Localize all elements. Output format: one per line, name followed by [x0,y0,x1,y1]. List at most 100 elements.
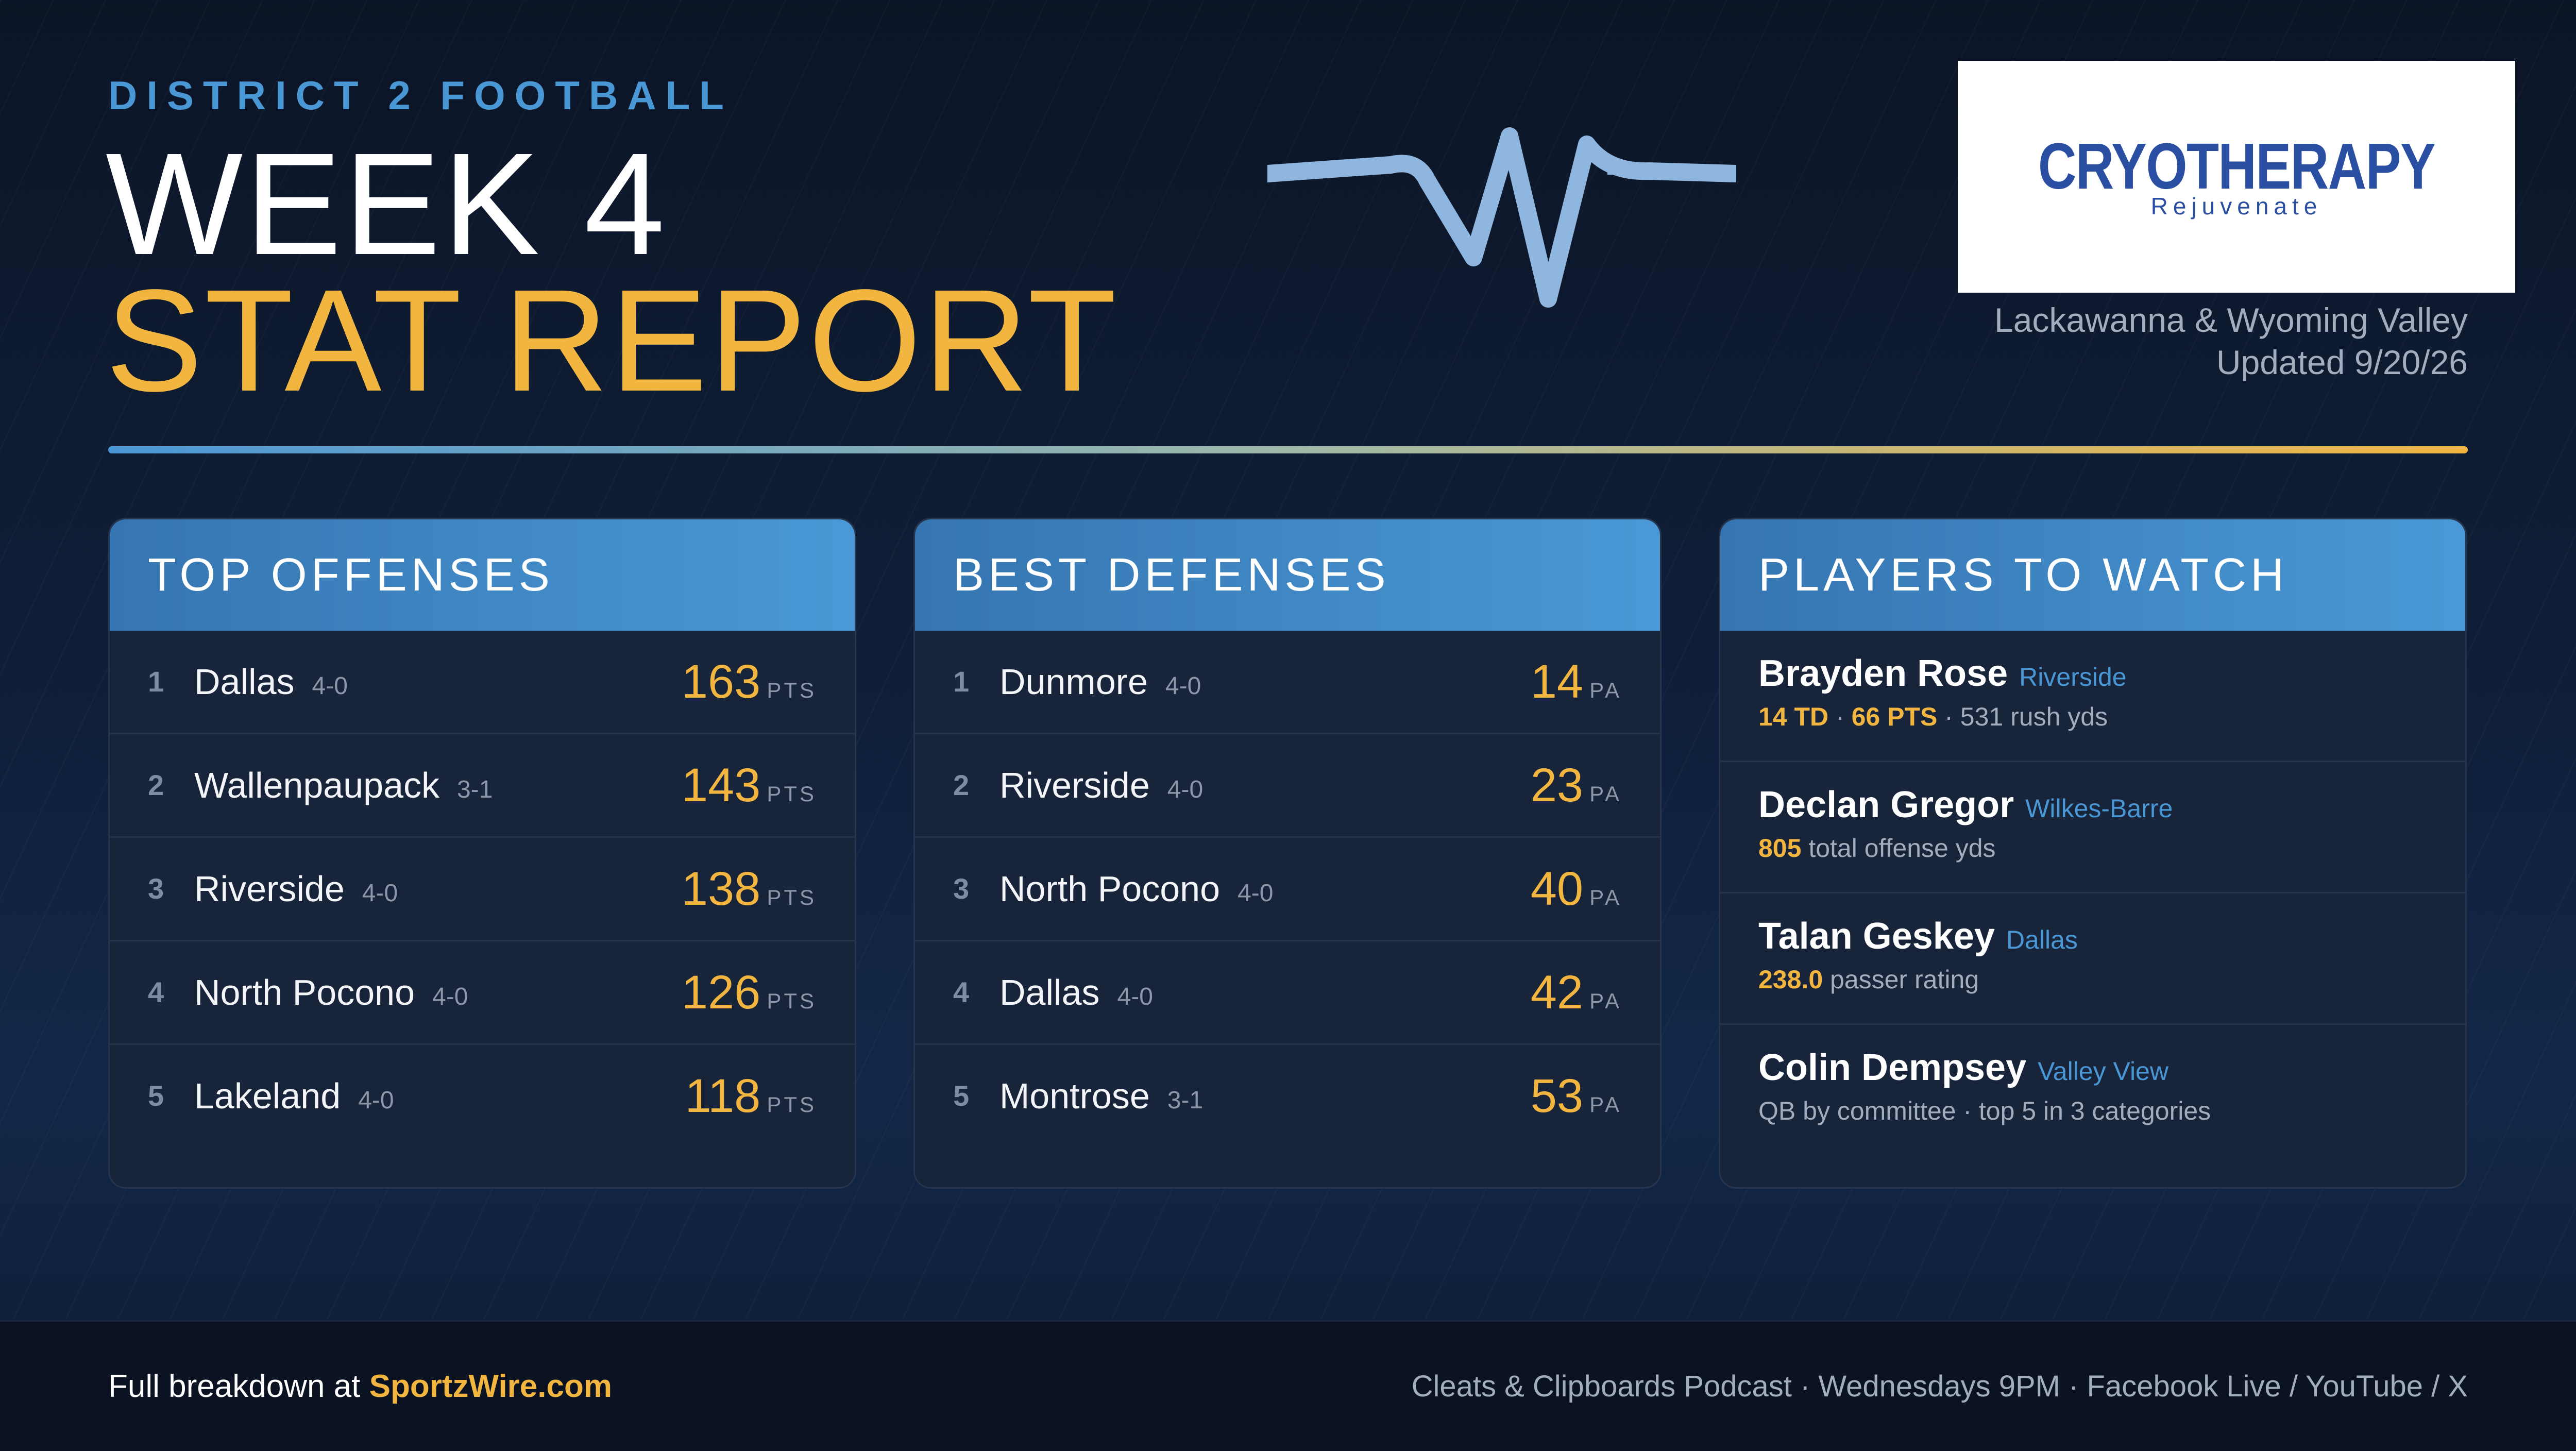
team-record: 4-0 [1165,672,1201,700]
player-stat-highlight: 805 [1758,834,1802,863]
row-team: Dallas 4-0 [194,631,348,737]
top-offenses-panel: TOP OFFENSES 1 Dallas 4-0 163 PTS 2 Wallen… [108,518,856,1189]
player-stat-sep: · [1828,702,1852,731]
offense-row: 2 Wallenpaupack 3-1 143 PTS [110,734,855,838]
team-name: North Pocono [194,972,415,1013]
player-stats: 14 TD · 66 PTS · 531 rush yds [1758,702,2108,732]
defense-row: 5 Montrose 3-1 53 PA [915,1045,1660,1147]
stat-unit: PTS [767,989,817,1013]
stat-value: 40 [1530,863,1584,915]
stat-value: 53 [1530,1070,1584,1122]
row-team: Riverside 4-0 [999,734,1203,841]
row-team: Montrose 3-1 [999,1045,1203,1152]
player-name-line: Brayden Rose Riverside [1758,652,2127,695]
defense-row: 4 Dallas 4-0 42 PA [915,941,1660,1045]
player-name: Colin Dempsey [1758,1047,2027,1088]
heartbeat-pulse-icon [1267,127,1736,308]
team-record: 4-0 [432,983,468,1010]
stat-value: 138 [681,863,761,915]
stat-unit: PA [1589,1092,1622,1117]
row-rank: 5 [148,1079,164,1112]
stat-unit: PA [1589,989,1622,1013]
stat-value: 126 [681,966,761,1019]
row-rank: 2 [148,769,164,801]
player-stat-text: total offense yds [1801,834,1996,863]
team-record: 3-1 [457,776,493,803]
gradient-divider [108,446,2468,453]
row-rank: 4 [953,976,970,1008]
player-school: Valley View [2038,1057,2168,1086]
row-rank: 5 [953,1079,970,1112]
player-name: Talan Geskey [1758,916,1995,957]
team-record: 4-0 [1117,983,1153,1010]
footer-breakdown: Full breakdown at SportzWire.com [108,1322,612,1451]
team-name: Riverside [194,869,345,909]
team-record: 4-0 [312,672,348,700]
stat-unit: PTS [767,782,817,806]
row-stat: 40 PA [1531,838,1622,949]
row-stat: 42 PA [1531,941,1622,1052]
eyebrow-heading: DISTRICT 2 FOOTBALL [108,73,733,118]
sponsor-logo[interactable]: CRYOTHERAPY Rejuvenate [1958,61,2515,293]
player-stat-highlight: 66 PTS [1851,702,1938,731]
team-name: Dunmore [999,662,1148,702]
team-name: North Pocono [999,869,1221,909]
row-team: Lakeland 4-0 [194,1045,394,1152]
player-card: Declan Gregor Wilkes-Barre 805 total offe… [1720,762,2465,893]
row-rank: 2 [953,769,970,801]
player-card: Brayden Rose Riverside 14 TD · 66 PTS · 5… [1720,631,2465,762]
row-stat: 138 PTS [682,838,817,949]
team-name: Wallenpaupack [194,765,440,805]
sponsor-logo-tagline: Rejuvenate [2150,193,2323,220]
stat-unit: PA [1589,885,1622,909]
player-stat-highlight: 14 TD [1758,702,1829,731]
footer-bar: Full breakdown at SportzWire.com Cleats … [0,1320,2576,1451]
title-week: WEEK 4 [106,123,667,285]
stat-unit: PTS [767,885,817,909]
row-rank: 4 [148,976,164,1008]
player-school: Wilkes-Barre [2025,794,2173,823]
defense-row: 2 Riverside 4-0 23 PA [915,734,1660,838]
team-name: Dallas [999,972,1100,1013]
podcast-info: Cleats & Clipboards Podcast · Wednesdays… [1411,1370,2468,1403]
offense-row: 5 Lakeland 4-0 118 PTS [110,1045,855,1147]
team-record: 3-1 [1167,1087,1204,1114]
player-school: Dallas [2006,925,2078,954]
updated-date: Updated 9/20/26 [2216,343,2468,381]
sportzwire-link[interactable]: SportzWire.com [369,1369,612,1404]
defense-row: 3 North Pocono 4-0 40 PA [915,838,1660,941]
row-stat: 118 PTS [685,1045,817,1156]
stat-unit: PA [1589,678,1622,702]
player-stats: 238.0 passer rating [1758,965,1979,994]
stat-unit: PTS [767,1092,817,1117]
players-to-watch-panel: PLAYERS TO WATCH Brayden Rose Riverside 1… [1719,518,2467,1189]
row-stat: 53 PA [1531,1045,1622,1156]
row-team: Dallas 4-0 [999,941,1153,1048]
region-name: Lackawanna & Wyoming Valley [1994,301,2468,339]
stat-value: 14 [1530,655,1584,708]
top-offenses-title: TOP OFFENSES [110,519,855,631]
row-team: Wallenpaupack 3-1 [194,734,493,841]
stat-value: 143 [681,759,761,812]
player-stat-text: · 531 rush yds [1937,702,2108,731]
player-school: Riverside [2019,663,2127,691]
team-name: Riverside [999,765,1150,805]
player-stats: QB by committee · top 5 in 3 categories [1758,1096,2211,1126]
stat-value: 118 [685,1070,761,1122]
player-card: Colin Dempsey Valley View QB by committee… [1720,1025,2465,1156]
footer-lead-text: Full breakdown at [108,1369,369,1404]
player-name-line: Colin Dempsey Valley View [1758,1047,2168,1089]
offense-row: 1 Dallas 4-0 163 PTS [110,631,855,734]
team-name: Montrose [999,1076,1150,1116]
team-record: 4-0 [1167,776,1204,803]
defense-row: 1 Dunmore 4-0 14 PA [915,631,1660,734]
players-to-watch-title: PLAYERS TO WATCH [1720,519,2465,631]
row-stat: 23 PA [1531,734,1622,845]
team-name: Dallas [194,662,295,702]
row-rank: 1 [148,665,164,698]
best-defenses-panel: BEST DEFENSES 1 Dunmore 4-0 14 PA 2 Rivers… [913,518,1662,1189]
stat-value: 163 [681,655,761,708]
player-name: Declan Gregor [1758,784,2014,825]
player-stat-highlight: 238.0 [1758,965,1823,994]
row-team: Riverside 4-0 [194,838,398,944]
